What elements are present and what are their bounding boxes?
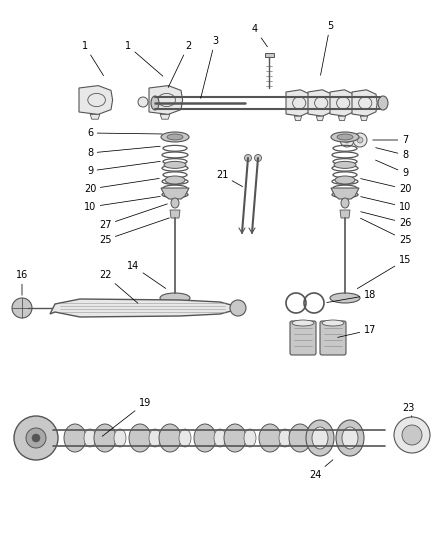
Polygon shape (331, 188, 359, 199)
Circle shape (32, 434, 40, 442)
Circle shape (394, 417, 430, 453)
Ellipse shape (289, 424, 311, 452)
Ellipse shape (254, 155, 261, 161)
Ellipse shape (165, 176, 185, 184)
Polygon shape (90, 115, 100, 119)
FancyBboxPatch shape (290, 321, 316, 355)
Text: 1: 1 (82, 41, 103, 76)
Ellipse shape (279, 429, 291, 447)
Text: 4: 4 (252, 24, 268, 47)
Text: 10: 10 (84, 197, 160, 212)
Circle shape (353, 133, 367, 147)
Ellipse shape (322, 320, 344, 326)
Ellipse shape (244, 429, 256, 447)
Text: 5: 5 (321, 21, 333, 75)
Ellipse shape (334, 161, 356, 168)
Ellipse shape (167, 134, 183, 140)
Polygon shape (360, 116, 367, 120)
Text: 15: 15 (357, 255, 411, 288)
Text: 2: 2 (168, 41, 191, 87)
Ellipse shape (292, 320, 314, 326)
Text: 26: 26 (360, 212, 411, 228)
Ellipse shape (306, 420, 334, 456)
Text: 25: 25 (99, 218, 170, 245)
Ellipse shape (161, 132, 189, 142)
Ellipse shape (64, 424, 86, 452)
Text: 9: 9 (87, 161, 160, 176)
Circle shape (12, 298, 32, 318)
Text: 25: 25 (360, 218, 411, 245)
Ellipse shape (114, 429, 126, 447)
Circle shape (357, 137, 363, 143)
Text: 6: 6 (87, 128, 162, 138)
Text: 23: 23 (402, 403, 414, 417)
Polygon shape (339, 116, 346, 120)
Text: 1: 1 (125, 41, 163, 76)
Text: 14: 14 (127, 261, 166, 288)
Circle shape (138, 97, 148, 107)
Polygon shape (308, 90, 333, 116)
Polygon shape (340, 210, 350, 218)
Text: 9: 9 (375, 160, 408, 178)
Polygon shape (160, 115, 170, 119)
Ellipse shape (312, 427, 328, 449)
Text: 21: 21 (216, 170, 243, 187)
Ellipse shape (149, 429, 161, 447)
Polygon shape (352, 90, 377, 116)
Ellipse shape (151, 96, 159, 110)
Text: 20: 20 (361, 179, 411, 194)
Text: 8: 8 (376, 148, 408, 160)
Ellipse shape (194, 424, 216, 452)
Ellipse shape (342, 427, 358, 449)
Ellipse shape (171, 198, 179, 208)
Ellipse shape (164, 161, 186, 168)
Polygon shape (79, 86, 113, 115)
Ellipse shape (259, 424, 281, 452)
Ellipse shape (337, 134, 353, 140)
Circle shape (26, 428, 46, 448)
Text: 8: 8 (87, 146, 160, 158)
Text: 22: 22 (99, 270, 138, 303)
Ellipse shape (214, 429, 226, 447)
Text: 24: 24 (309, 460, 333, 480)
Ellipse shape (160, 293, 190, 303)
Ellipse shape (336, 420, 364, 456)
Polygon shape (265, 53, 274, 57)
Polygon shape (170, 210, 180, 218)
Ellipse shape (330, 293, 360, 303)
Polygon shape (149, 86, 183, 115)
Ellipse shape (331, 132, 359, 142)
Polygon shape (330, 90, 355, 116)
Ellipse shape (378, 96, 388, 110)
Ellipse shape (94, 424, 116, 452)
Text: 19: 19 (102, 398, 151, 437)
Text: 16: 16 (16, 270, 28, 295)
Ellipse shape (341, 198, 349, 208)
Ellipse shape (84, 429, 96, 447)
Ellipse shape (179, 429, 191, 447)
FancyBboxPatch shape (320, 321, 346, 355)
Circle shape (344, 137, 350, 143)
Polygon shape (316, 116, 324, 120)
Text: 27: 27 (99, 204, 167, 230)
Circle shape (14, 416, 58, 460)
Text: 20: 20 (84, 179, 159, 194)
Text: 18: 18 (327, 290, 376, 303)
Ellipse shape (244, 155, 251, 161)
Polygon shape (161, 188, 189, 199)
Polygon shape (294, 116, 302, 120)
Ellipse shape (335, 176, 355, 184)
Ellipse shape (224, 424, 246, 452)
Circle shape (340, 133, 354, 147)
Polygon shape (50, 299, 235, 317)
Polygon shape (286, 90, 311, 116)
Text: 7: 7 (373, 135, 408, 145)
Circle shape (230, 300, 246, 316)
Ellipse shape (129, 424, 151, 452)
Ellipse shape (159, 424, 181, 452)
Text: 17: 17 (338, 325, 376, 337)
Text: 3: 3 (201, 36, 218, 98)
Circle shape (402, 425, 422, 445)
Text: 10: 10 (361, 197, 411, 212)
